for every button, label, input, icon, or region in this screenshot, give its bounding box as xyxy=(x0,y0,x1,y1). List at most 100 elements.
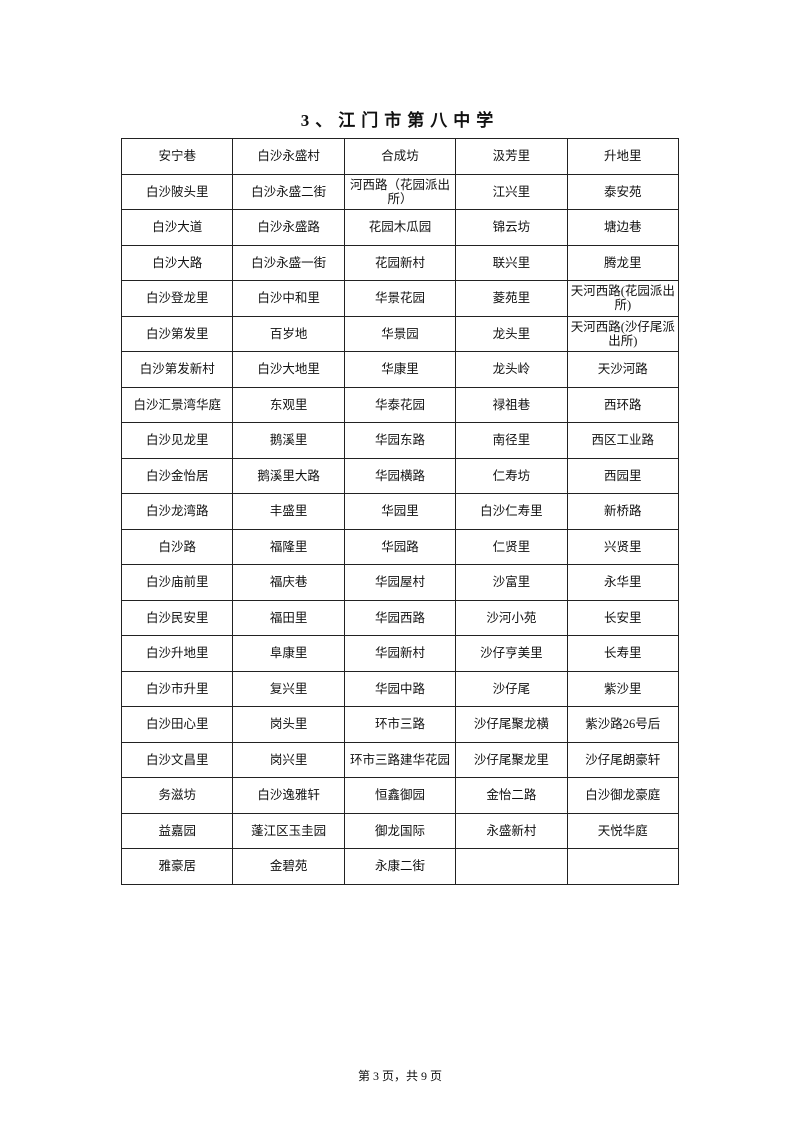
table-cell: 福庆巷 xyxy=(232,564,345,601)
table-cell: 鹅溪里大路 xyxy=(232,457,345,494)
table-cell: 白沙大路 xyxy=(120,244,234,281)
table-cell: 紫沙路26号后 xyxy=(566,706,680,743)
table-cell: 安宁巷 xyxy=(120,138,234,175)
table-cell: 白沙中和里 xyxy=(232,280,345,317)
table-row: 白沙市升里 复兴里 华园中路 沙仔尾 紫沙里 xyxy=(120,670,680,707)
table-cell: 岗头里 xyxy=(232,706,345,743)
table-cell: 长安里 xyxy=(566,599,680,636)
table-cell: 雅豪居 xyxy=(120,848,234,885)
table-cell: 汲芳里 xyxy=(455,138,568,175)
table-row: 白沙龙湾路 丰盛里 华园里 白沙仁寿里 新桥路 xyxy=(120,493,680,530)
table-cell: 合成坊 xyxy=(343,138,457,175)
table-row: 白沙路 福隆里 华园路 仁贤里 兴贤里 xyxy=(120,528,680,565)
table-cell: 华泰花园 xyxy=(343,386,457,423)
table-cell: 金碧苑 xyxy=(232,848,345,885)
table-cell: 华园西路 xyxy=(343,599,457,636)
table-cell: 沙仔尾 xyxy=(455,670,568,707)
table-cell: 仁寿坊 xyxy=(455,457,568,494)
table-cell: 花园木瓜园 xyxy=(343,209,457,246)
table-cell: 白沙汇景湾华庭 xyxy=(120,386,234,423)
table-row: 白沙文昌里 岗兴里 环市三路建华花园 沙仔尾聚龙里 沙仔尾朗豪轩 xyxy=(120,741,680,778)
table-cell xyxy=(455,848,568,885)
table-cell: 锦云坊 xyxy=(455,209,568,246)
table-cell: 白沙逸雅轩 xyxy=(232,777,345,814)
table-cell: 菱苑里 xyxy=(455,280,568,317)
table-cell: 白沙第发新村 xyxy=(120,351,234,388)
table-cell: 西区工业路 xyxy=(566,422,680,459)
table-cell: 华园里 xyxy=(343,493,457,530)
table-cell: 塘边巷 xyxy=(566,209,680,246)
table-cell: 龙头岭 xyxy=(455,351,568,388)
table-cell: 升地里 xyxy=(566,138,680,175)
table-cell: 沙仔亨美里 xyxy=(455,635,568,672)
table-cell: 白沙第发里 xyxy=(120,315,234,352)
table-row: 白沙庙前里 福庆巷 华园屋村 沙富里 永华里 xyxy=(120,564,680,601)
page-title: 3、江门市第八中学 xyxy=(300,111,500,130)
table-cell: 长寿里 xyxy=(566,635,680,672)
table-cell: 华景园 xyxy=(343,315,457,352)
table-cell: 泰安苑 xyxy=(566,173,680,210)
table-cell: 新桥路 xyxy=(566,493,680,530)
table-cell: 福田里 xyxy=(232,599,345,636)
table-cell: 福隆里 xyxy=(232,528,345,565)
table-cell: 永康二街 xyxy=(343,848,457,885)
table-cell: 花园新村 xyxy=(343,244,457,281)
table-cell: 白沙陂头里 xyxy=(120,173,234,210)
table-cell: 龙头里 xyxy=(455,315,568,352)
table-row: 白沙民安里 福田里 华园西路 沙河小苑 长安里 xyxy=(120,599,680,636)
table-row: 白沙升地里 阜康里 华园新村 沙仔亨美里 长寿里 xyxy=(120,635,680,672)
table-row: 白沙第发新村 白沙大地里 华康里 龙头岭 天沙河路 xyxy=(120,351,680,388)
table-cell: 金怡二路 xyxy=(455,777,568,814)
table-cell: 御龙国际 xyxy=(343,812,457,849)
table-cell: 东观里 xyxy=(232,386,345,423)
table-cell: 禄祖巷 xyxy=(455,386,568,423)
table-cell: 沙仔尾聚龙里 xyxy=(455,741,568,778)
table-cell: 华园屋村 xyxy=(343,564,457,601)
table-cell: 西环路 xyxy=(566,386,680,423)
table-cell: 紫沙里 xyxy=(566,670,680,707)
table-cell: 白沙金怡居 xyxy=(120,457,234,494)
table-cell: 天沙河路 xyxy=(566,351,680,388)
table-cell: 白沙永盛路 xyxy=(232,209,345,246)
table-row: 白沙登龙里 白沙中和里 华景花园 菱苑里 天河西路(花园派出所) xyxy=(120,280,680,317)
table-cell: 丰盛里 xyxy=(232,493,345,530)
table-cell: 环市三路 xyxy=(343,706,457,743)
table-cell: 白沙庙前里 xyxy=(120,564,234,601)
table-cell xyxy=(566,848,680,885)
table-cell: 白沙御龙豪庭 xyxy=(566,777,680,814)
table-row: 益嘉园 蓬江区玉圭园 御龙国际 永盛新村 天悦华庭 xyxy=(120,812,680,849)
table-cell: 沙仔尾朗豪轩 xyxy=(566,741,680,778)
table-cell: 白沙大道 xyxy=(120,209,234,246)
table-cell: 百岁地 xyxy=(232,315,345,352)
address-table: 安宁巷 白沙永盛村 合成坊 汲芳里 升地里 白沙陂头里 白沙永盛二街 河西路（花园派出所） 江兴… xyxy=(120,138,680,885)
table-row: 白沙大路 白沙永盛一街 花园新村 联兴里 腾龙里 xyxy=(120,244,680,281)
table-row: 雅豪居 金碧苑 永康二街 xyxy=(120,848,680,885)
table-cell: 益嘉园 xyxy=(120,812,234,849)
table-row: 白沙陂头里 白沙永盛二街 河西路（花园派出所） 江兴里 泰安苑 xyxy=(120,173,680,210)
table-cell: 岗兴里 xyxy=(232,741,345,778)
table-cell: 务滋坊 xyxy=(120,777,234,814)
table-cell: 联兴里 xyxy=(455,244,568,281)
table-cell: 白沙文昌里 xyxy=(120,741,234,778)
table-cell: 华园路 xyxy=(343,528,457,565)
table-cell: 恒鑫御园 xyxy=(343,777,457,814)
table-cell: 华景花园 xyxy=(343,280,457,317)
table-cell: 华园横路 xyxy=(343,457,457,494)
table-cell: 兴贤里 xyxy=(566,528,680,565)
table-cell: 白沙永盛村 xyxy=(232,138,345,175)
table-cell: 白沙大地里 xyxy=(232,351,345,388)
table-cell: 沙河小苑 xyxy=(455,599,568,636)
table-cell: 华园东路 xyxy=(343,422,457,459)
table-cell: 华康里 xyxy=(343,351,457,388)
table-cell: 白沙仁寿里 xyxy=(455,493,568,530)
table-cell: 白沙永盛一街 xyxy=(232,244,345,281)
table-cell: 河西路（花园派出所） xyxy=(343,173,457,210)
table-cell: 环市三路建华花园 xyxy=(343,741,457,778)
table-cell: 江兴里 xyxy=(455,173,568,210)
table-cell: 白沙龙湾路 xyxy=(120,493,234,530)
table-cell: 天河西路(花园派出所) xyxy=(566,280,680,317)
table-cell: 阜康里 xyxy=(232,635,345,672)
table-cell: 西园里 xyxy=(566,457,680,494)
table-cell: 复兴里 xyxy=(232,670,345,707)
table-row: 白沙田心里 岗头里 环市三路 沙仔尾聚龙横 紫沙路26号后 xyxy=(120,706,680,743)
